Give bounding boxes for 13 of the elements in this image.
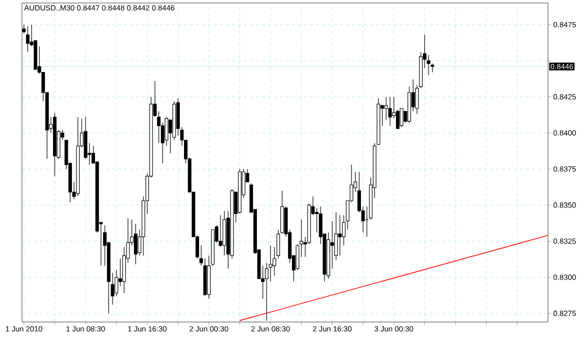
candlestick xyxy=(338,214,342,256)
candlestick xyxy=(400,108,404,128)
candlestick xyxy=(276,229,280,259)
candlestick xyxy=(134,224,138,265)
candlestick xyxy=(342,214,346,246)
candlestick xyxy=(268,245,272,282)
candlestick xyxy=(396,110,400,129)
candlestick xyxy=(426,54,430,76)
candlestick xyxy=(26,26,30,52)
candlestick xyxy=(334,212,338,260)
candlestick xyxy=(315,208,319,233)
candlestick xyxy=(388,96,392,126)
candlestick xyxy=(218,214,222,248)
